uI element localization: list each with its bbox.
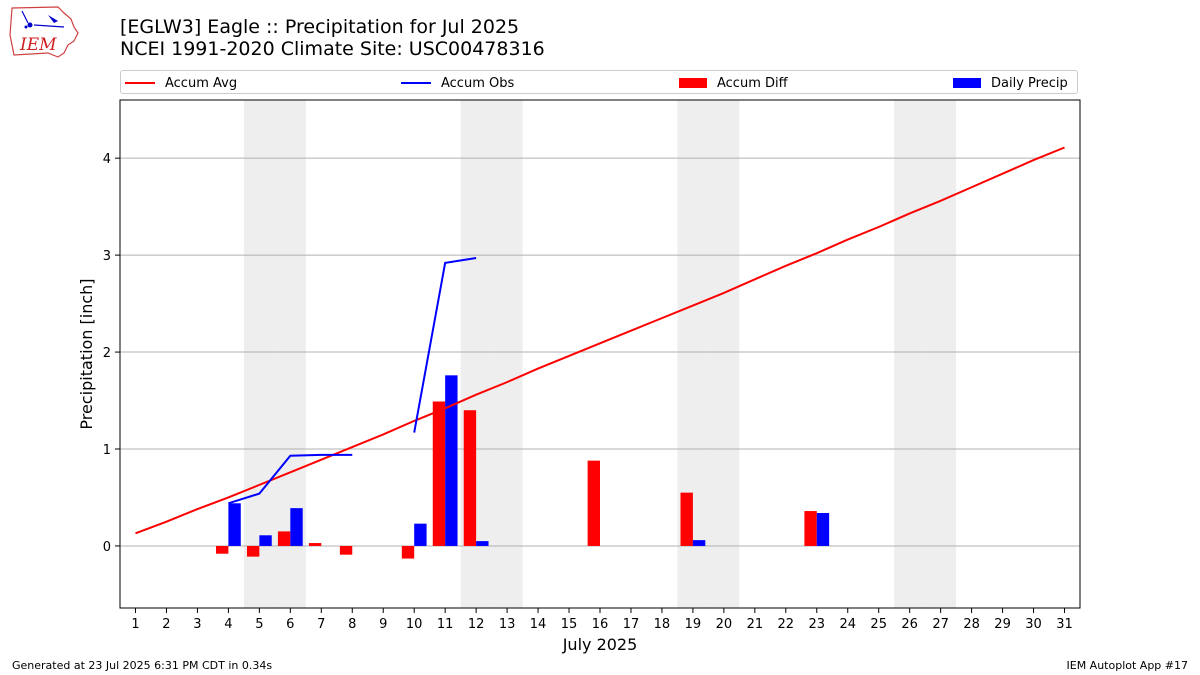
chart-title: [EGLW3] Eagle :: Precipitation for Jul 2… bbox=[120, 16, 545, 60]
bars bbox=[216, 375, 830, 559]
legend-item-accum-obs: Accum Obs bbox=[401, 74, 514, 92]
x-tick-label-26: 26 bbox=[901, 617, 918, 632]
accum-diff-bar-day-19 bbox=[680, 492, 693, 546]
legend-label-daily-precip: Daily Precip bbox=[991, 75, 1068, 91]
x-tick-label-3: 3 bbox=[193, 617, 201, 632]
x-tick-label-13: 13 bbox=[499, 617, 516, 632]
y-axis-ticks: 0 1 2 3 4 bbox=[103, 152, 120, 555]
y-tick-label-4: 4 bbox=[103, 152, 111, 167]
legend-item-daily-precip: Daily Precip bbox=[953, 74, 1068, 92]
weekend-band-day-5 bbox=[243, 100, 275, 608]
logo-text: IEM bbox=[19, 35, 57, 55]
x-tick-label-30: 30 bbox=[1025, 617, 1042, 632]
y-tick-label-1: 1 bbox=[103, 443, 111, 458]
accum-diff-bar-day-4 bbox=[216, 545, 229, 554]
daily-precip-bar-day-11 bbox=[445, 375, 458, 546]
weekend-band-day-20 bbox=[708, 100, 740, 608]
legend-daily-patch-swatch bbox=[953, 78, 981, 88]
y-tick-label-2: 2 bbox=[103, 346, 111, 361]
x-tick-label-8: 8 bbox=[348, 617, 356, 632]
legend-label-accum-diff: Accum Diff bbox=[717, 75, 788, 91]
chart-legend: Accum Avg Accum Obs Accum Diff Daily Pre… bbox=[120, 70, 1078, 94]
accum-diff-bar-day-23 bbox=[804, 511, 817, 546]
accum-diff-bar-day-10 bbox=[401, 545, 415, 559]
title-line-1: [EGLW3] Eagle :: Precipitation for Jul 2… bbox=[120, 16, 520, 38]
legend-obs-line-swatch bbox=[401, 82, 431, 84]
accum-diff-bar-day-5 bbox=[246, 545, 260, 557]
legend-item-accum-avg: Accum Avg bbox=[125, 74, 237, 92]
weekend-band-day-27 bbox=[925, 100, 957, 608]
x-tick-label-25: 25 bbox=[870, 617, 887, 632]
x-tick-label-2: 2 bbox=[162, 617, 170, 632]
app-label: IEM Autoplot App #17 bbox=[1066, 659, 1189, 672]
lines bbox=[135, 146, 1065, 535]
legend-item-accum-diff: Accum Diff bbox=[679, 74, 788, 92]
x-tick-label-19: 19 bbox=[685, 617, 702, 632]
accum-obs-line-segment-2 bbox=[413, 257, 477, 433]
y-axis-label: Precipitation [inch] bbox=[77, 278, 96, 429]
x-tick-label-4: 4 bbox=[224, 617, 232, 632]
x-tick-label-16: 16 bbox=[592, 617, 609, 632]
x-tick-label-7: 7 bbox=[317, 617, 325, 632]
legend-label-accum-obs: Accum Obs bbox=[441, 75, 515, 91]
x-tick-label-27: 27 bbox=[932, 617, 949, 632]
x-tick-label-12: 12 bbox=[468, 617, 485, 632]
x-tick-label-29: 29 bbox=[994, 617, 1011, 632]
x-tick-label-11: 11 bbox=[437, 617, 454, 632]
daily-precip-bar-day-12 bbox=[476, 541, 489, 546]
accum-diff-bar-day-16 bbox=[587, 460, 600, 546]
legend-avg-line-swatch bbox=[125, 82, 155, 84]
legend-label-accum-avg: Accum Avg bbox=[165, 75, 238, 91]
x-tick-label-14: 14 bbox=[530, 617, 547, 632]
x-tick-label-28: 28 bbox=[963, 617, 980, 632]
daily-precip-bar-day-6 bbox=[290, 508, 303, 546]
accum-diff-bar-day-7 bbox=[308, 543, 322, 546]
daily-precip-bar-day-23 bbox=[816, 512, 830, 546]
x-tick-label-5: 5 bbox=[255, 617, 263, 632]
daily-precip-bar-day-4 bbox=[228, 503, 241, 546]
x-tick-label-6: 6 bbox=[286, 617, 294, 632]
x-tick-label-1: 1 bbox=[131, 617, 139, 632]
accum-avg-line bbox=[135, 146, 1065, 535]
x-tick-label-22: 22 bbox=[778, 617, 795, 632]
x-tick-label-31: 31 bbox=[1056, 617, 1073, 632]
x-axis-label: July 2025 bbox=[562, 635, 638, 654]
y-tick-label-3: 3 bbox=[103, 249, 111, 264]
x-tick-label-23: 23 bbox=[809, 617, 826, 632]
daily-precip-bar-day-10 bbox=[414, 523, 427, 546]
iem-logo: IEM bbox=[8, 5, 80, 59]
accum-diff-bar-day-6 bbox=[277, 531, 291, 546]
x-tick-label-21: 21 bbox=[747, 617, 764, 632]
x-tick-label-15: 15 bbox=[561, 617, 578, 632]
x-tick-label-9: 9 bbox=[379, 617, 387, 632]
daily-precip-bar-day-5 bbox=[259, 535, 272, 546]
x-tick-label-18: 18 bbox=[654, 617, 671, 632]
x-tick-label-10: 10 bbox=[406, 617, 423, 632]
x-tick-label-17: 17 bbox=[623, 617, 640, 632]
accum-obs-line-segment-1 bbox=[228, 453, 353, 505]
x-tick-label-20: 20 bbox=[716, 617, 733, 632]
accum-diff-bar-day-8 bbox=[339, 545, 353, 555]
title-line-2: NCEI 1991-2020 Climate Site: USC00478316 bbox=[120, 38, 545, 60]
weekend-band-day-13 bbox=[491, 100, 523, 608]
legend-diff-patch-swatch bbox=[679, 78, 707, 88]
y-tick-label-0: 0 bbox=[103, 540, 111, 555]
x-tick-label-24: 24 bbox=[839, 617, 856, 632]
generated-timestamp: Generated at 23 Jul 2025 6:31 PM CDT in … bbox=[12, 659, 273, 672]
weekend-band-day-26 bbox=[894, 100, 926, 608]
daily-precip-bar-day-19 bbox=[692, 540, 706, 546]
accum-diff-bar-day-12 bbox=[463, 410, 477, 546]
x-axis-ticks: 1 2 3 4 5 6 7 8 9 10 11 12 13 14 15 16 17 18 19 20 21 22 23 24 2… bbox=[131, 608, 1073, 632]
accum-diff-bar-day-11 bbox=[432, 401, 446, 546]
